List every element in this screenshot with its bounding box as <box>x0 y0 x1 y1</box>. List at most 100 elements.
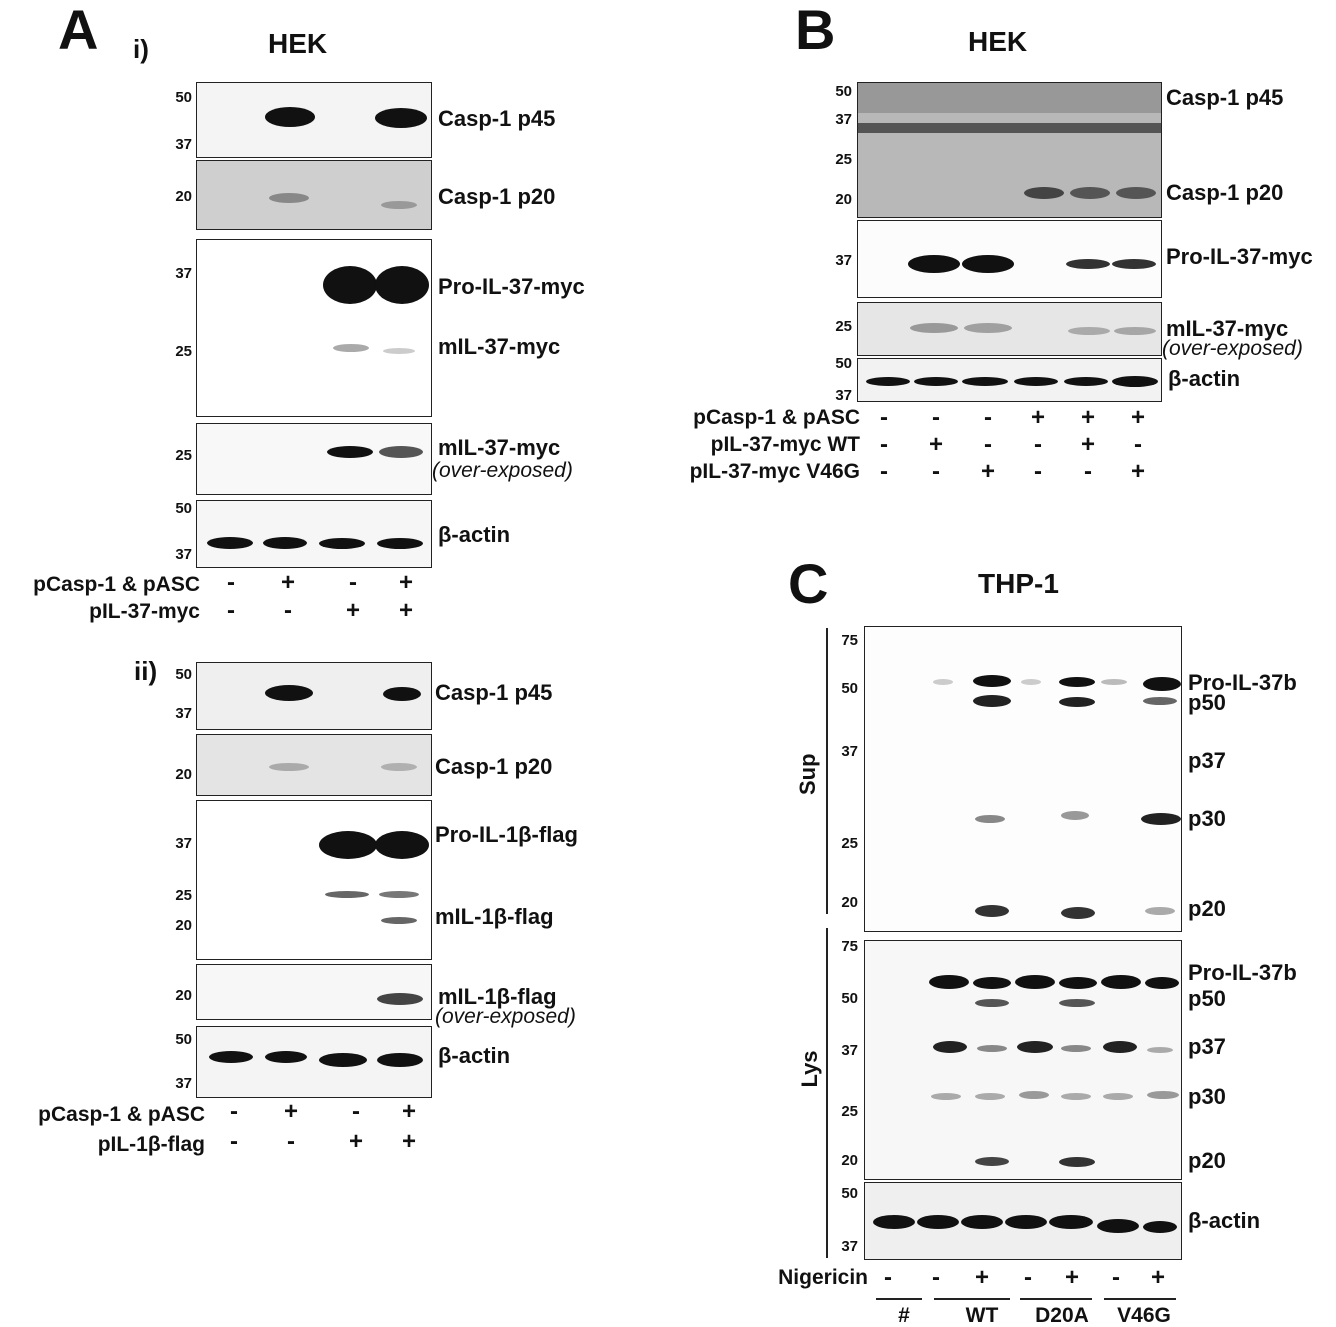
mw-marker: 50 <box>835 355 852 372</box>
sign: + <box>345 597 360 624</box>
sign: - <box>932 1264 940 1291</box>
band-label: Casp-1 p20 <box>1166 180 1284 205</box>
group-underline <box>934 1298 1010 1300</box>
sign: - <box>880 458 888 485</box>
group-label: V46G <box>1117 1304 1171 1327</box>
mw-marker: 50 <box>841 990 858 1007</box>
blot-a-i-il37 <box>196 239 432 417</box>
sign: - <box>984 404 992 431</box>
group-label: D20A <box>1035 1304 1089 1327</box>
sign: + <box>928 431 943 458</box>
treatment-label: pIL-37-myc <box>89 600 200 623</box>
band-label: mIL-37-myc <box>438 435 561 460</box>
group-underline <box>1104 1298 1176 1300</box>
mw-marker: 37 <box>841 1238 858 1255</box>
sign: + <box>974 1264 989 1291</box>
blot-a-ii-actin <box>196 1026 432 1098</box>
sign: - <box>932 458 940 485</box>
mw-marker: 37 <box>175 1075 192 1092</box>
band-label: mIL-37-myc <box>1166 316 1289 341</box>
sign: - <box>352 1098 360 1125</box>
sign: - <box>287 1128 295 1155</box>
band-label: Pro-IL-37b <box>1188 670 1297 695</box>
band-label: p37 <box>1188 1034 1226 1059</box>
panel-letter-c: C <box>788 552 829 615</box>
mw-marker: 20 <box>175 987 192 1004</box>
mw-marker: 25 <box>175 447 192 464</box>
sign: - <box>1034 431 1042 458</box>
band-label: β-actin <box>438 1043 511 1068</box>
sign: + <box>1064 1264 1079 1291</box>
sign: - <box>1134 431 1142 458</box>
sign: + <box>280 569 295 596</box>
blot-c-actin <box>864 1182 1182 1260</box>
mw-marker: 50 <box>175 1031 192 1048</box>
blot-a-ii-casp1-p45 <box>196 662 432 730</box>
mw-marker: 20 <box>175 766 192 783</box>
sign: - <box>284 597 292 624</box>
blot-b-il37 <box>857 220 1162 298</box>
band-label: Pro-IL-1β-flag <box>435 822 578 847</box>
panel-c-title: THP-1 <box>978 568 1059 599</box>
sign: + <box>283 1098 298 1125</box>
mw-marker: 25 <box>835 318 852 335</box>
blot-b-actin <box>857 358 1162 402</box>
lys-bracket <box>826 928 828 1258</box>
sign: - <box>884 1264 892 1291</box>
group-underline <box>876 1298 922 1300</box>
sign: - <box>227 569 235 596</box>
group-label: WT <box>965 1304 999 1327</box>
band-label: p30 <box>1188 806 1226 831</box>
mw-marker: 25 <box>175 887 192 904</box>
mw-marker: 25 <box>835 151 852 168</box>
mw-marker: 75 <box>841 632 858 649</box>
sign: + <box>1130 458 1145 485</box>
sign: + <box>1130 404 1145 431</box>
band-note: (over-exposed) <box>1162 337 1303 360</box>
panel-a-title: HEK <box>268 28 328 59</box>
sup-bracket <box>826 628 828 914</box>
sign: + <box>401 1098 416 1125</box>
band-note: (over-exposed) <box>432 459 573 482</box>
mw-marker: 20 <box>841 1152 858 1169</box>
sign: - <box>230 1098 238 1125</box>
group-label: # <box>898 1304 910 1327</box>
band-label: Pro-IL-37b <box>1188 960 1297 985</box>
blot-a-ii-il1b-overexposed <box>196 964 432 1020</box>
treatment-label: pCasp-1 & pASC <box>38 1103 205 1126</box>
mw-marker: 20 <box>835 191 852 208</box>
blot-b-casp1 <box>857 82 1162 218</box>
panel-letter-a: A <box>58 0 99 61</box>
mw-marker: 75 <box>841 938 858 955</box>
sign: + <box>1080 404 1095 431</box>
mw-marker: 50 <box>175 89 192 106</box>
sign: + <box>398 597 413 624</box>
panel-letter-b: B <box>795 0 836 61</box>
treatment-label: pCasp-1 & pASC <box>33 573 200 596</box>
band-label: Casp-1 p45 <box>435 680 553 705</box>
treatment-label: pIL-37-myc V46G <box>689 460 860 483</box>
sign: - <box>1112 1264 1120 1291</box>
sign: + <box>1150 1264 1165 1291</box>
sign: + <box>1030 404 1045 431</box>
blot-c-lys <box>864 940 1182 1180</box>
blot-a-ii-il1b <box>196 800 432 960</box>
sign: - <box>1034 458 1042 485</box>
blot-c-sup <box>864 626 1182 932</box>
band-label: Casp-1 p45 <box>438 106 556 131</box>
blot-a-i-casp1-p20 <box>196 160 432 230</box>
sign: + <box>1080 431 1095 458</box>
band-label: p50 <box>1188 690 1226 715</box>
sign: + <box>401 1128 416 1155</box>
sign: - <box>1024 1264 1032 1291</box>
mw-marker: 37 <box>835 111 852 128</box>
mw-marker: 50 <box>841 1185 858 1202</box>
mw-marker: 50 <box>175 500 192 517</box>
treatment-label: pCasp-1 & pASC <box>693 406 860 429</box>
band-note: (over-exposed) <box>435 1005 576 1028</box>
mw-marker: 25 <box>175 343 192 360</box>
band-label: mIL-1β-flag <box>435 904 554 929</box>
sign: - <box>984 431 992 458</box>
mw-marker: 37 <box>841 743 858 760</box>
blot-a-i-casp1-p45 <box>196 82 432 158</box>
